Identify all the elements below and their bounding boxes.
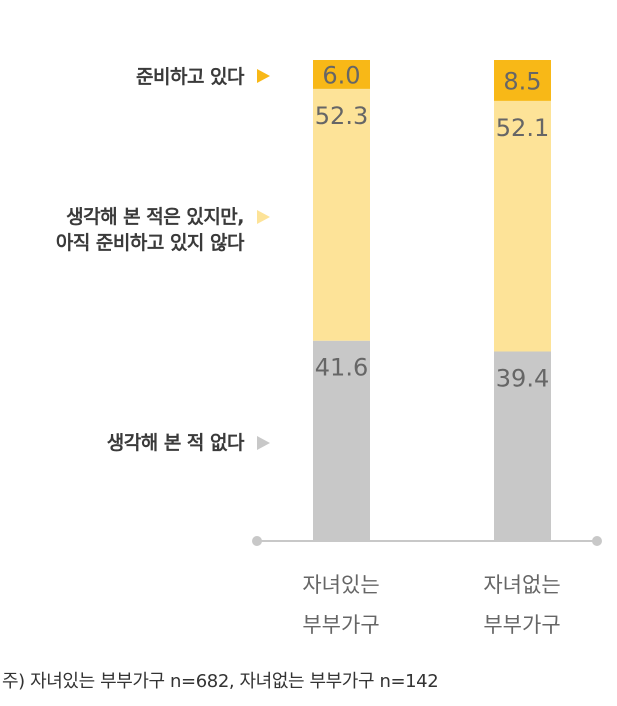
bar-segment bbox=[494, 351, 551, 541]
legend-label-never-thought: 생각해 본 적 없다 bbox=[106, 432, 245, 454]
legend-label-line-2: 아직 준비하고 있지 않다 bbox=[55, 232, 245, 254]
category-label-line: 부부가구 bbox=[483, 613, 561, 637]
bar-value-label: 52.1 bbox=[496, 114, 549, 142]
legend-label-ready: 준비하고 있다 bbox=[136, 66, 245, 88]
bar-segment bbox=[494, 60, 551, 101]
bar-value-label: 39.4 bbox=[496, 364, 549, 392]
legend-arrow-never-thought bbox=[257, 436, 270, 450]
bar-segment bbox=[313, 88, 370, 341]
category-label-line: 부부가구 bbox=[302, 613, 380, 637]
legend-arrow-ready bbox=[257, 69, 270, 83]
bar-segment bbox=[313, 340, 370, 541]
footnote: 주) 자녀있는 부부가구 n=682, 자녀없는 부부가구 n=142 bbox=[2, 671, 439, 692]
category-label-line: 자녀없는 bbox=[483, 573, 561, 597]
category-label-with-children: 자녀있는 부부가구 bbox=[271, 565, 411, 645]
bar-value-label: 6.0 bbox=[322, 61, 360, 89]
axis-end-dot-right bbox=[592, 536, 602, 546]
bar-value-label: 52.3 bbox=[315, 102, 368, 130]
bar-segment bbox=[494, 100, 551, 352]
category-label-without-children: 자녀없는 부부가구 bbox=[452, 565, 592, 645]
category-label-line: 자녀있는 bbox=[302, 573, 380, 597]
legend-label-line-1: 생각해 본 적은 있지만, bbox=[66, 206, 244, 228]
bar-value-label: 8.5 bbox=[503, 67, 541, 95]
legend-label-thought-not-ready: 생각해 본 적은 있지만, 아직 준비하고 있지 않다 bbox=[55, 204, 245, 256]
bar-segment bbox=[313, 60, 370, 89]
bar-value-label: 41.6 bbox=[315, 354, 368, 382]
axis-end-dot-left bbox=[252, 536, 262, 546]
legend-arrow-thought-not-ready bbox=[257, 210, 270, 224]
